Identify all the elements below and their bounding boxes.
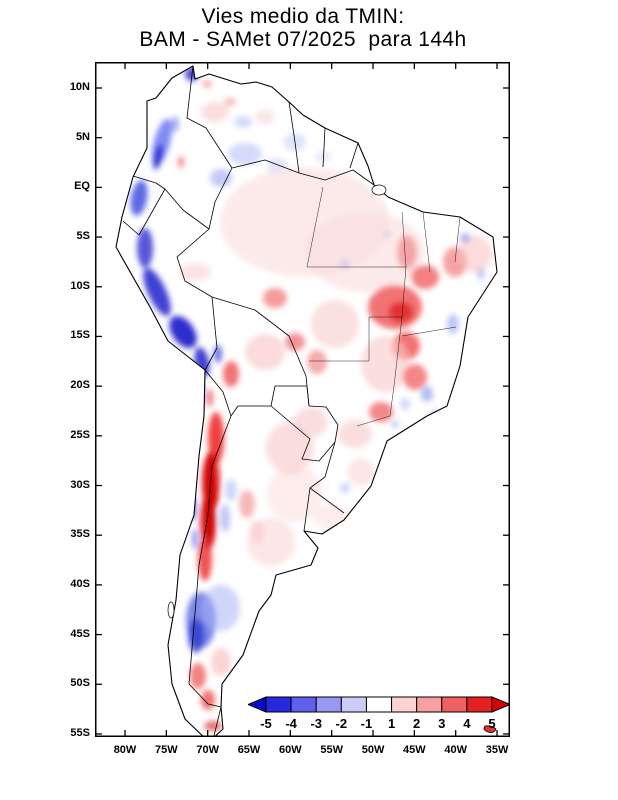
- colorbar-legend: -5 -4 -3 -2 -1 1 2 3 4 5: [248, 696, 510, 731]
- lon-tick-label: 40W: [444, 744, 467, 756]
- lat-tick-label: 15S: [70, 329, 90, 342]
- colorbar-segment: [365, 696, 393, 713]
- lon-tick-label: 60W: [279, 744, 302, 756]
- colorbar-left-arrow: [248, 696, 267, 713]
- lat-tick-label: 20S: [70, 379, 90, 392]
- colorbar-tick-label: 5: [488, 716, 495, 731]
- islands: [167, 184, 497, 733]
- lat-tick-label: 45S: [70, 627, 90, 640]
- colorbar-segment: [441, 696, 468, 713]
- state-borders: [306, 186, 461, 427]
- lat-tick-label: 10S: [70, 279, 90, 292]
- colorbar-tick-label: -3: [310, 716, 322, 731]
- colorbar-tick-label: 4: [463, 716, 471, 731]
- country-borders: [122, 65, 375, 737]
- colorbar-tick-label: -5: [260, 716, 272, 731]
- colorbar-segment: [391, 696, 418, 713]
- south-america-bias-map: [95, 62, 510, 737]
- lat-tick-label: 40S: [70, 577, 90, 590]
- lon-tick-label: 80W: [113, 744, 137, 756]
- lat-tick-label: 5N: [75, 130, 90, 143]
- colorbar-segment: [290, 696, 317, 713]
- colorbar-tick-label: -1: [361, 716, 373, 731]
- lon-tick-label: 50W: [361, 744, 385, 756]
- colorbar-segment: [340, 696, 367, 713]
- lat-tick-label: EQ: [74, 180, 90, 193]
- lat-tick-label: 55S: [70, 726, 90, 739]
- lon-tick-label: 75W: [155, 744, 178, 756]
- colorbar-tick-label: -2: [336, 716, 348, 731]
- colorbar-segment: [416, 696, 443, 713]
- bias-field: [130, 67, 492, 731]
- lat-tick-label: 10N: [69, 80, 90, 93]
- colorbar-segment: [265, 696, 292, 713]
- colorbar-tick-label: 3: [438, 716, 445, 731]
- colorbar-segment: [466, 696, 493, 713]
- lon-tick-label: 55W: [320, 744, 343, 756]
- lat-tick-label: 5S: [76, 230, 90, 243]
- lat-tick-label: 35S: [70, 528, 90, 541]
- colorbar-tick-label: 1: [388, 716, 395, 731]
- lon-tick-label: 70W: [196, 744, 219, 756]
- lat-tick-label: 50S: [70, 677, 90, 690]
- colorbar-tick-label: -4: [285, 716, 297, 731]
- lon-tick-label: 45W: [403, 744, 426, 756]
- colorbar-segment: [315, 696, 342, 713]
- colorbar-right-arrow: [491, 696, 510, 713]
- coastline: [115, 65, 498, 737]
- marajo-island: [371, 184, 387, 196]
- lat-tick-label: 25S: [70, 428, 90, 441]
- chart-title-line2: BAM - SAMet 07/2025 para 144h: [139, 28, 467, 51]
- plot-frame: [95, 62, 510, 737]
- south-georgia-island: [483, 725, 497, 733]
- lat-tick-label: 30S: [70, 478, 90, 491]
- colorbar-tick-label: 2: [413, 716, 420, 731]
- chart-title-line1: Vies medio da TMIN:: [201, 5, 405, 28]
- lon-tick-label: 65W: [237, 744, 261, 756]
- chiloe-island: [167, 601, 175, 619]
- lon-tick-label: 35W: [485, 744, 509, 756]
